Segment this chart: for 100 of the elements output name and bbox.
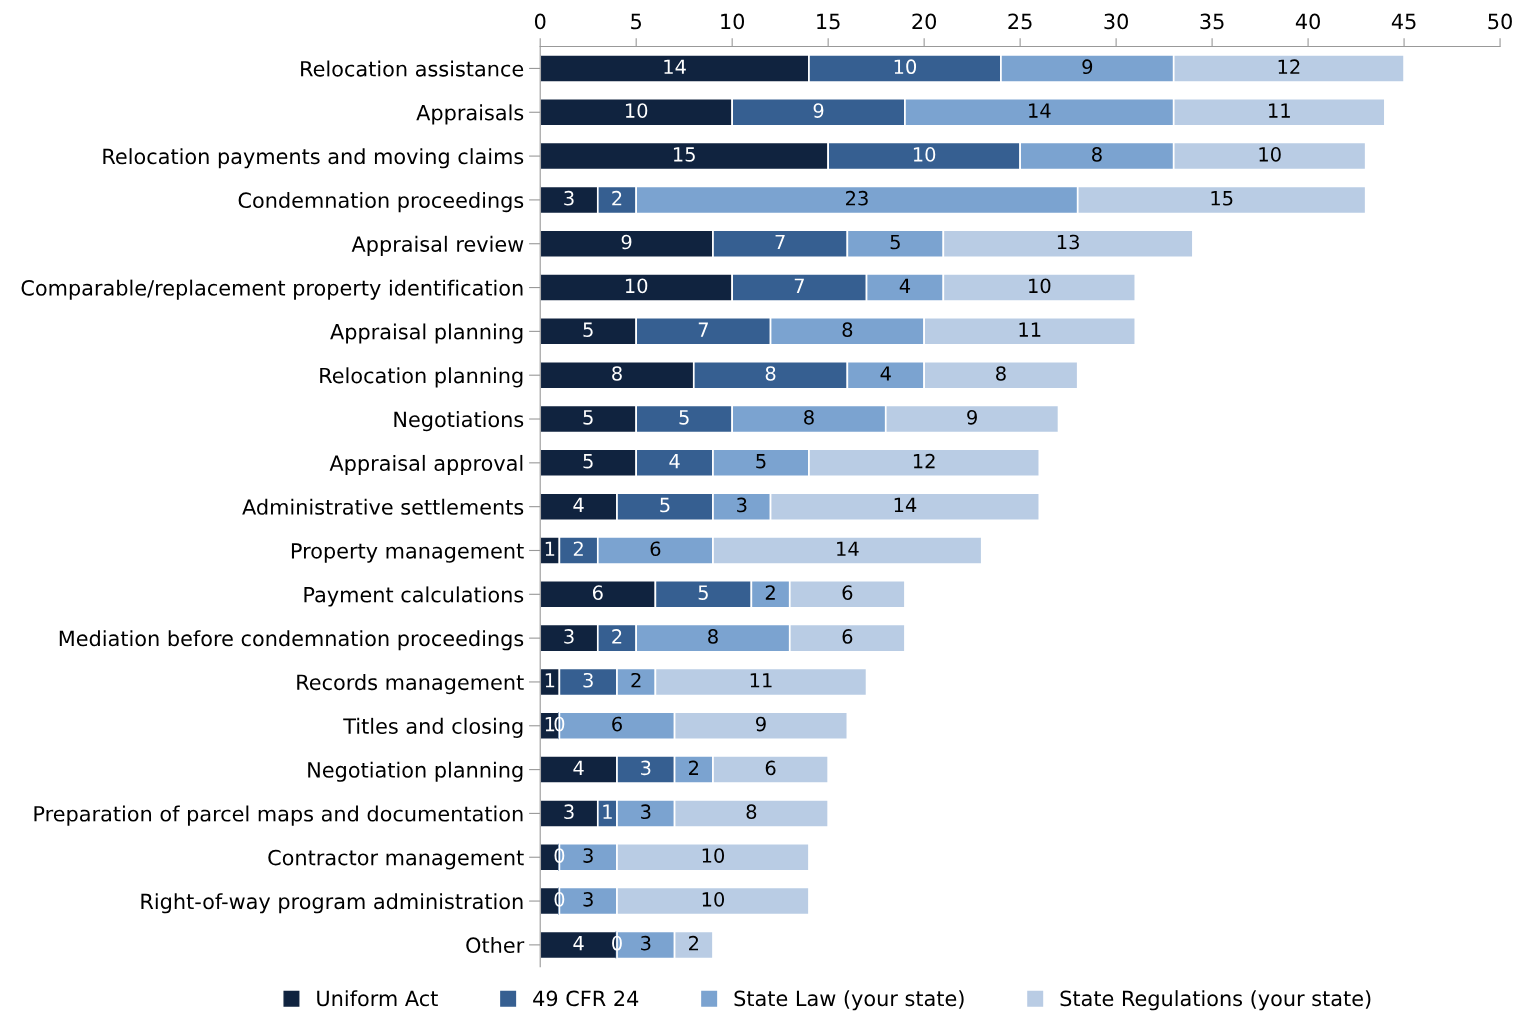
data-label: 0 (612, 935, 622, 951)
data-label: 14 (664, 59, 686, 74)
data-label: 10 (702, 848, 725, 863)
data-label: 14 (1029, 103, 1051, 118)
data-label: 12 (1278, 59, 1300, 74)
data-label: 15 (673, 147, 695, 162)
data-label: 5 (583, 322, 593, 338)
data-label: 5 (583, 454, 593, 469)
data-label: 5 (660, 497, 670, 513)
data-label: 8 (765, 366, 776, 381)
data-label: 2 (612, 190, 622, 206)
data-label: 10 (1259, 147, 1281, 162)
y-tick-label: Appraisals (416, 104, 524, 125)
data-label: 8 (1092, 147, 1102, 162)
x-tick-label: 30 (1104, 13, 1128, 30)
data-label: 6 (765, 760, 776, 776)
legend-label: State Law (your state) (734, 990, 964, 1011)
data-label: 11 (750, 673, 772, 688)
y-tick-label: Negotiations (394, 411, 524, 432)
data-label: 8 (746, 804, 757, 820)
data-label: 5 (890, 234, 900, 250)
data-label: 9 (756, 716, 766, 732)
data-label: 5 (698, 585, 708, 600)
y-tick-label: Property management (291, 543, 524, 563)
data-label: 9 (621, 234, 632, 250)
data-label: 2 (765, 585, 775, 600)
data-label: 6 (842, 629, 853, 644)
data-label: 4 (880, 366, 891, 381)
data-label: 1 (545, 716, 555, 732)
data-label: 2 (573, 541, 583, 556)
data-label: 2 (612, 629, 622, 644)
data-label: 11 (1019, 322, 1041, 337)
y-tick-label: Relocation planning (320, 367, 523, 388)
data-label: 3 (641, 804, 651, 820)
data-label: 1 (545, 541, 555, 556)
x-tick-label: 50 (1488, 13, 1512, 30)
data-label: 4 (573, 936, 584, 951)
legend-label: 49 CFR 24 (533, 990, 639, 1007)
data-label: 3 (641, 760, 651, 776)
data-label: 4 (669, 454, 680, 469)
x-tick-label: 20 (912, 13, 937, 30)
data-label: 7 (698, 322, 708, 337)
data-label: 3 (583, 891, 593, 907)
y-tick-label: Mediation before condemnation proceedings (59, 630, 524, 651)
data-label: 6 (650, 541, 661, 557)
data-label: 9 (813, 103, 824, 118)
data-label: 9 (1082, 59, 1093, 75)
x-tick-label: 15 (817, 13, 840, 30)
data-label: 10 (894, 59, 917, 75)
data-label: 8 (842, 322, 853, 338)
data-label: 10 (702, 891, 725, 907)
y-tick-label: Relocation assistance (301, 60, 524, 77)
data-label: 14 (894, 497, 917, 513)
data-label: 6 (842, 585, 853, 600)
data-label: 4 (899, 278, 911, 293)
y-tick-label: Right-of-way program administration (141, 893, 523, 914)
data-label: 14 (837, 541, 859, 556)
y-tick-label: Payment calculations (304, 586, 524, 607)
data-label: 12 (913, 453, 935, 469)
data-label: 8 (996, 366, 1006, 381)
y-tick-label: Comparable/replacement property identification (21, 279, 523, 300)
data-label: 2 (631, 672, 641, 688)
data-label: 13 (1057, 234, 1079, 250)
data-label: 6 (592, 585, 603, 600)
x-tick-label: 5 (631, 13, 641, 30)
y-tick-label: Relocation payments and moving claims (103, 148, 524, 169)
data-label: 3 (564, 190, 574, 206)
data-label: 10 (1029, 278, 1051, 294)
y-tick-label: Condemnation proceedings (238, 191, 524, 213)
y-tick-label: Appraisal approval (329, 454, 523, 476)
data-label: 1 (545, 673, 555, 688)
data-label: 2 (689, 935, 699, 951)
y-tick-label: Appraisal planning (330, 323, 523, 344)
data-label: 4 (573, 760, 584, 775)
data-label: 10 (625, 103, 648, 118)
data-label: 7 (794, 278, 804, 293)
y-tick-label: Contractor management (268, 849, 524, 870)
data-label: 7 (775, 234, 785, 250)
x-tick-label: 45 (1391, 13, 1416, 30)
data-label: 23 (846, 190, 868, 206)
data-label: 1 (603, 804, 612, 819)
x-tick-label: 35 (1200, 13, 1224, 30)
y-tick-label: Negotiation planning (308, 761, 523, 782)
y-tick-label: Appraisal review (351, 235, 524, 256)
data-label: 11 (1269, 103, 1290, 118)
y-tick-label: Titles and closing (343, 717, 523, 739)
data-label: 2 (689, 760, 699, 775)
data-label: 8 (612, 366, 622, 381)
x-tick-label: 0 (534, 13, 546, 30)
data-label: 10 (913, 147, 936, 162)
data-label: 5 (679, 410, 689, 425)
y-tick-label: Administrative settlements (242, 498, 524, 515)
data-label: 4 (573, 497, 584, 513)
data-label: 10 (625, 278, 648, 294)
x-tick-label: 40 (1295, 13, 1320, 30)
data-label: 3 (641, 935, 651, 951)
y-tick-label: Preparation of parcel maps and documentation (34, 805, 523, 826)
data-label: 3 (583, 848, 593, 863)
data-label: 3 (564, 629, 574, 644)
x-tick-label: 10 (721, 13, 745, 30)
